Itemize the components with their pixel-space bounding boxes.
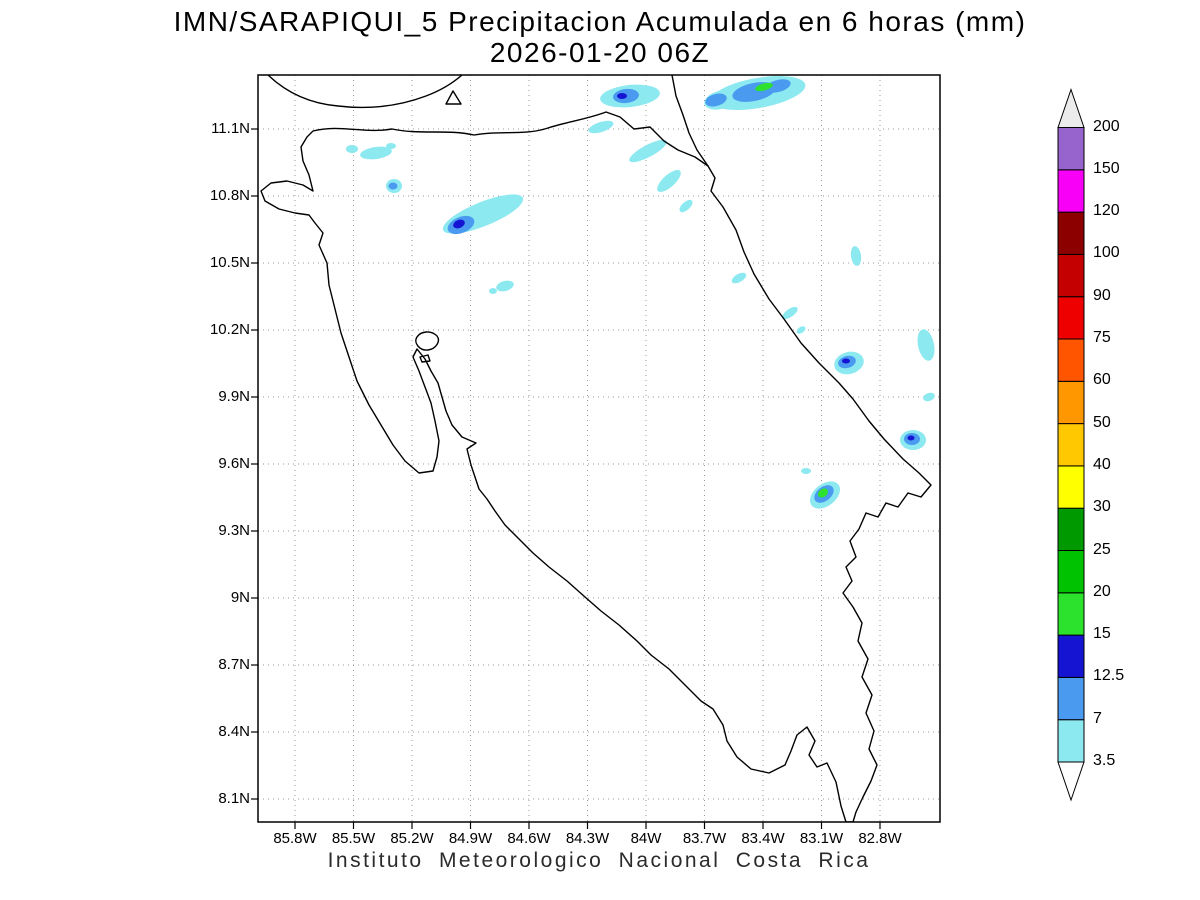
precip-cell bbox=[629, 139, 667, 163]
chira-island bbox=[415, 331, 440, 351]
colorbar-tick-label: 20 bbox=[1093, 582, 1111, 600]
colorbar-segment bbox=[1057, 634, 1085, 678]
colorbar-tick-label: 150 bbox=[1093, 159, 1120, 177]
colorbar-under-triangle bbox=[1057, 761, 1085, 802]
lon-tick-label: 82.8W bbox=[858, 830, 902, 847]
lon-tick-label: 84.3W bbox=[565, 830, 610, 847]
lat-tick-label: 11.1N bbox=[211, 120, 250, 137]
colorbar-tick-label: 200 bbox=[1093, 117, 1120, 135]
precip-cell bbox=[346, 145, 358, 153]
colorbar-tick-label: 30 bbox=[1093, 498, 1111, 516]
coastlines bbox=[260, 75, 932, 822]
colorbar-segment bbox=[1057, 253, 1085, 298]
lat-tick-label: 8.7N bbox=[218, 656, 250, 673]
map-title: IMN/SARAPIQUI_5 Precipitacion Acumulada … bbox=[173, 6, 1027, 37]
lat-tick-label: 9.6N bbox=[218, 455, 250, 472]
lake-island bbox=[445, 90, 462, 105]
colorbar-tick-label: 7 bbox=[1093, 709, 1102, 727]
caribbean-coast-north bbox=[671, 75, 709, 167]
colorbar-tick-label: 50 bbox=[1093, 413, 1111, 431]
colorbar-segment bbox=[1057, 676, 1085, 721]
precip-cell bbox=[489, 288, 497, 294]
precip-cell bbox=[755, 82, 773, 92]
colorbar-tick-label: 100 bbox=[1093, 244, 1120, 262]
precip-cell bbox=[388, 182, 398, 190]
precip-cell bbox=[801, 468, 811, 474]
lon-tick-label: 85.2W bbox=[390, 830, 434, 847]
lon-tick-label: 83.4W bbox=[741, 830, 785, 847]
precip-cell bbox=[782, 306, 798, 320]
colorbar-over-triangle bbox=[1057, 87, 1085, 128]
lon-tick-label: 84.6W bbox=[507, 830, 551, 847]
colorbar-segment bbox=[1057, 465, 1085, 509]
colorbar-segment bbox=[1057, 127, 1085, 171]
precip-cell bbox=[842, 358, 850, 364]
lon-tick-label: 83.7W bbox=[682, 830, 727, 847]
colorbar-tick-label: 75 bbox=[1093, 329, 1111, 346]
precip-cell bbox=[907, 435, 915, 441]
precip-cell bbox=[923, 392, 935, 402]
lat-tick-label: 10.2N bbox=[209, 321, 250, 338]
lat-tick-label: 10.5N bbox=[209, 254, 250, 271]
axis-ticks bbox=[251, 128, 881, 829]
map-valid-time: 2026-01-20 06Z bbox=[489, 37, 711, 68]
colorbar-tick-label: 40 bbox=[1093, 455, 1111, 473]
lon-tick-label: 84W bbox=[630, 830, 662, 847]
footer-caption: Instituto Meteorologico Nacional Costa R… bbox=[327, 849, 871, 872]
precip-cell bbox=[917, 329, 935, 361]
precip-cell bbox=[453, 219, 465, 229]
precip-shading bbox=[346, 76, 935, 509]
colorbar-segment bbox=[1057, 211, 1085, 255]
colorbar-segment bbox=[1057, 550, 1085, 594]
colorbar-segment bbox=[1057, 423, 1085, 467]
lat-tick-label: 9N bbox=[230, 589, 250, 606]
grid-lines bbox=[258, 75, 940, 822]
map-frame bbox=[257, 74, 941, 823]
precip-cell bbox=[588, 120, 614, 134]
colorbar-segment bbox=[1057, 296, 1085, 340]
lat-tick-label: 8.4N bbox=[218, 723, 250, 740]
lon-tick-label: 84.9W bbox=[448, 830, 493, 847]
lon-tick-label: 85.8W bbox=[273, 830, 317, 847]
precip-cell bbox=[818, 488, 828, 498]
lake-nicaragua-shore bbox=[267, 75, 463, 109]
lon-tick-label: 85.5W bbox=[331, 830, 376, 847]
colorbar-tick-label: 90 bbox=[1093, 286, 1111, 304]
lat-tick-label: 8.1N bbox=[218, 790, 250, 807]
precip-cell bbox=[360, 146, 392, 160]
colorbar-segment bbox=[1057, 380, 1085, 425]
precip-cell bbox=[496, 280, 514, 292]
precip-cell bbox=[386, 143, 396, 149]
colorbar-tick-label: 15 bbox=[1093, 625, 1111, 643]
costa-rica-outline bbox=[260, 111, 932, 822]
precip-cell bbox=[705, 93, 727, 107]
colorbar-tick-label: 60 bbox=[1093, 371, 1111, 389]
precip-cell bbox=[765, 79, 791, 93]
precip-cell bbox=[850, 246, 862, 266]
colorbar-segment bbox=[1057, 169, 1085, 213]
colorbar-tick-label: 25 bbox=[1093, 540, 1111, 558]
colorbar-segment bbox=[1057, 507, 1085, 552]
colorbar-segment bbox=[1057, 338, 1085, 382]
lon-tick-label: 83.1W bbox=[799, 830, 844, 847]
colorbar-tick-label: 3.5 bbox=[1093, 752, 1116, 769]
lat-tick-label: 10.8N bbox=[209, 187, 250, 204]
colorbar-tick-label: 12.5 bbox=[1093, 667, 1125, 685]
colorbar-tick-label: 120 bbox=[1093, 202, 1120, 220]
colorbar-segment bbox=[1057, 592, 1085, 636]
lat-tick-label: 9.3N bbox=[218, 522, 250, 539]
precip-cell bbox=[617, 93, 627, 99]
precip-cell bbox=[796, 326, 806, 334]
lat-tick-label: 9.9N bbox=[218, 388, 250, 405]
precip-cell bbox=[657, 170, 681, 192]
gulf-islet bbox=[419, 354, 431, 363]
colorbar bbox=[1057, 87, 1085, 802]
precip-cell bbox=[731, 272, 747, 284]
colorbar-segment bbox=[1057, 719, 1085, 763]
precip-cell bbox=[679, 199, 693, 213]
